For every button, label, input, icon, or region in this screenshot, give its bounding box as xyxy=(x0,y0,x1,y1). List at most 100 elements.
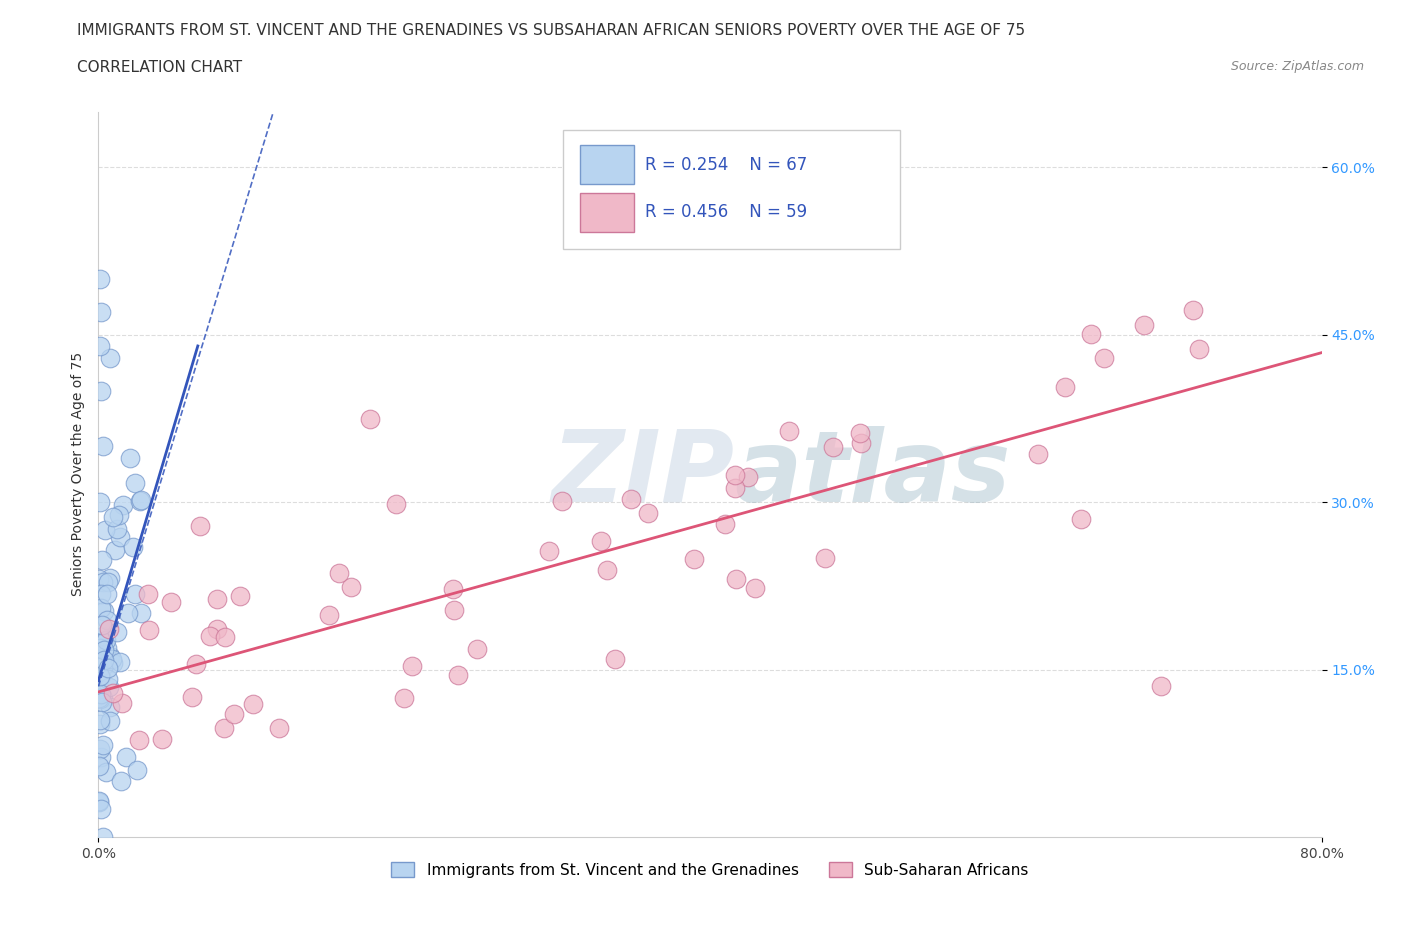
Point xyxy=(821,439,844,454)
Point xyxy=(441,582,464,597)
Point xyxy=(129,493,152,508)
Point xyxy=(90,802,112,817)
Point xyxy=(849,426,872,441)
Point xyxy=(94,632,117,647)
Point xyxy=(90,305,112,320)
Y-axis label: Seniors Poverty Over the Age of 75: Seniors Poverty Over the Age of 75 xyxy=(70,352,84,596)
FancyBboxPatch shape xyxy=(564,130,900,249)
Point xyxy=(723,468,745,483)
Point xyxy=(89,691,111,706)
Point xyxy=(90,636,112,651)
Point xyxy=(89,339,111,353)
Point xyxy=(93,604,115,618)
Point xyxy=(87,759,110,774)
Point xyxy=(214,630,236,644)
Point xyxy=(614,193,637,208)
Point xyxy=(184,657,207,671)
Point xyxy=(105,625,128,640)
Point xyxy=(737,470,759,485)
Point xyxy=(90,686,112,701)
Text: IMMIGRANTS FROM ST. VINCENT AND THE GRENADINES VS SUBSAHARAN AFRICAN SENIORS POV: IMMIGRANTS FROM ST. VINCENT AND THE GREN… xyxy=(77,23,1025,38)
Point xyxy=(89,794,111,809)
Point xyxy=(596,563,619,578)
Point xyxy=(96,587,118,602)
Point xyxy=(1070,512,1092,526)
FancyBboxPatch shape xyxy=(581,193,634,232)
Point xyxy=(96,640,118,655)
Point xyxy=(89,712,111,727)
Point xyxy=(91,439,114,454)
Text: atlas: atlas xyxy=(734,426,1011,523)
Text: R = 0.254    N = 67: R = 0.254 N = 67 xyxy=(645,155,807,174)
Point xyxy=(118,451,141,466)
Point xyxy=(328,566,350,581)
Point xyxy=(136,587,159,602)
Point xyxy=(90,601,112,616)
Point xyxy=(1133,318,1156,333)
FancyBboxPatch shape xyxy=(581,145,634,184)
Point xyxy=(443,602,465,617)
Point xyxy=(115,750,138,764)
Point xyxy=(110,529,132,544)
Point xyxy=(318,608,340,623)
Point xyxy=(128,493,150,508)
Point xyxy=(138,623,160,638)
Point xyxy=(129,605,152,620)
Point xyxy=(93,658,115,672)
Point xyxy=(94,765,117,780)
Point xyxy=(1092,351,1115,365)
Point xyxy=(723,480,745,495)
Point xyxy=(849,436,872,451)
Point xyxy=(89,682,111,697)
Point xyxy=(96,612,118,627)
Point xyxy=(98,351,121,365)
Point xyxy=(87,794,110,809)
Point xyxy=(98,699,121,714)
Point xyxy=(551,494,574,509)
Point xyxy=(603,651,626,666)
Point xyxy=(392,690,415,705)
Legend: Immigrants from St. Vincent and the Grenadines, Sub-Saharan Africans: Immigrants from St. Vincent and the Gren… xyxy=(385,856,1035,884)
Point xyxy=(89,495,111,510)
Point xyxy=(683,551,706,566)
Point xyxy=(1053,379,1076,394)
Point xyxy=(269,721,291,736)
Point xyxy=(125,763,148,777)
Point xyxy=(340,579,363,594)
Point xyxy=(591,534,613,549)
Point xyxy=(1026,446,1049,461)
Point xyxy=(91,618,114,632)
Point xyxy=(212,720,235,735)
Point xyxy=(110,774,132,789)
Point xyxy=(93,653,115,668)
Point xyxy=(385,497,408,512)
Point xyxy=(1188,342,1211,357)
Point xyxy=(89,685,111,700)
Point xyxy=(242,697,264,711)
Point xyxy=(90,586,112,601)
Point xyxy=(98,571,121,586)
Point xyxy=(778,424,800,439)
Point xyxy=(103,543,125,558)
Point xyxy=(89,716,111,731)
Point xyxy=(713,516,735,531)
Point xyxy=(91,830,114,844)
Point xyxy=(97,672,120,687)
Text: ZIP: ZIP xyxy=(551,426,734,523)
Point xyxy=(117,605,139,620)
Point xyxy=(90,669,112,684)
Point xyxy=(89,640,111,655)
Text: Source: ZipAtlas.com: Source: ZipAtlas.com xyxy=(1230,60,1364,73)
Point xyxy=(103,656,125,671)
Point xyxy=(188,519,211,534)
Point xyxy=(89,272,111,286)
Point xyxy=(124,475,146,490)
Point xyxy=(89,669,111,684)
Point xyxy=(89,742,111,757)
Point xyxy=(90,383,112,398)
Point xyxy=(538,544,561,559)
Point xyxy=(229,588,252,603)
Point xyxy=(725,572,748,587)
Point xyxy=(103,686,125,701)
Point xyxy=(96,574,118,589)
